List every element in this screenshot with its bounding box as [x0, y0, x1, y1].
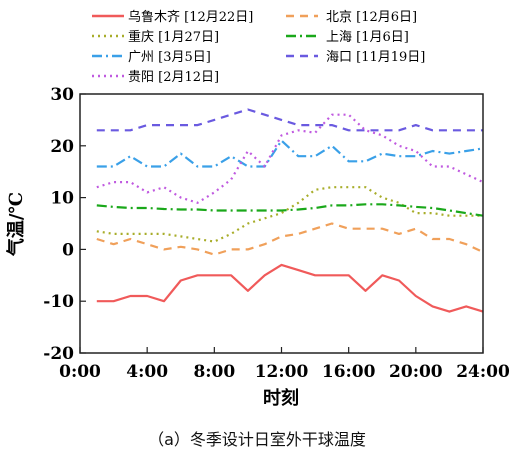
series-line-6: [96, 113, 484, 204]
y-axis-label: 气温/℃: [5, 192, 27, 257]
y-tick-label: 10: [50, 189, 74, 209]
legend-label-haikou: 海口 [11月19日]: [326, 50, 425, 65]
y-tick-label: -20: [43, 344, 74, 364]
y-tick-label: -10: [43, 292, 74, 312]
legend: 乌鲁木齐 [12月22日] 北京 [12月6日] 重庆 [1月27日] 上海 […: [92, 9, 425, 85]
series-line-0: [96, 263, 484, 313]
x-tick-label: 16:00: [322, 362, 376, 382]
x-tick-label: 24:00: [456, 362, 510, 382]
y-tick-label: 0: [62, 240, 74, 260]
series-line-1: [96, 222, 484, 256]
series-line-4: [96, 139, 484, 168]
legend-label-beijing: 北京 [12月6日]: [326, 10, 417, 25]
x-tick-label: 0:00: [59, 362, 101, 382]
legend-label-chongqing: 重庆 [1月27日]: [128, 29, 219, 45]
series-line-5: [96, 108, 483, 132]
series-layer: [96, 108, 484, 313]
x-tick-label: 20:00: [389, 362, 443, 382]
x-tick-label: 4:00: [126, 362, 168, 382]
legend-label-shanghai: 上海 [1月6日]: [326, 30, 409, 45]
x-axis-label: 时刻: [263, 387, 299, 409]
figure-caption: （a）冬季设计日室外干球温度: [148, 430, 366, 449]
y-tick-label: 30: [50, 85, 74, 105]
legend-label-urumqi: 乌鲁木齐 [12月22日]: [128, 9, 253, 25]
x-tick-label: 12:00: [255, 362, 309, 382]
axis-layer: -20 -10 0 10 20 30 0:00 4:00 8:00 12:00 16:00 20:00…: [43, 85, 510, 382]
legend-label-guangzhou: 广州 [3月5日]: [128, 50, 211, 65]
series-line-3: [96, 203, 484, 217]
x-tick-label: 8:00: [193, 362, 235, 382]
series-line-2: [96, 186, 483, 243]
legend-label-guiyang: 贵阳 [2月12日]: [128, 70, 219, 85]
plot-frame: [79, 93, 484, 354]
chart: 乌鲁木齐 [12月22日] 北京 [12月6日] 重庆 [1月27日] 上海 […: [5, 9, 510, 409]
y-tick-label: 20: [50, 137, 74, 157]
